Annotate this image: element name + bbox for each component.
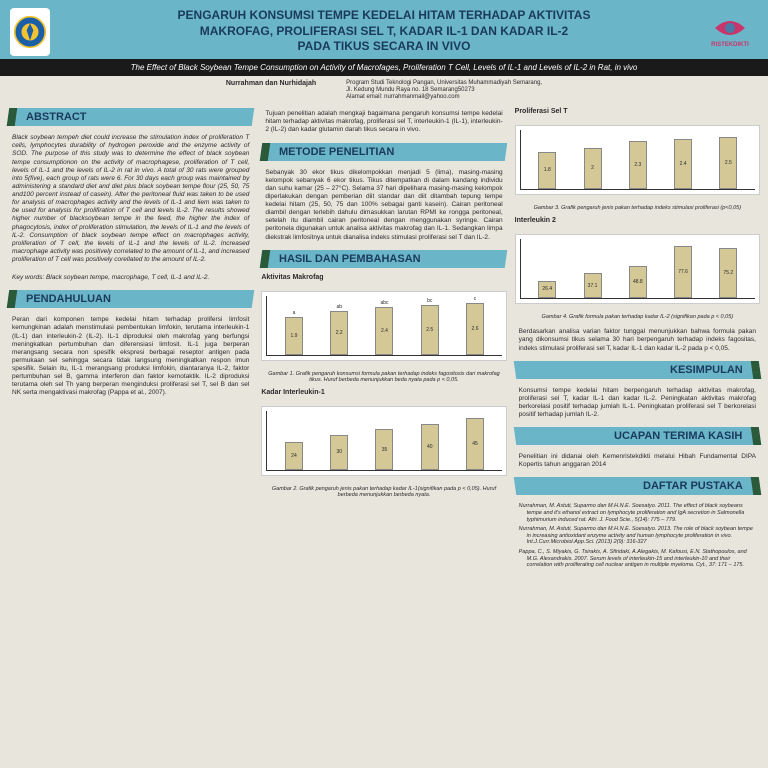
column-middle: Tujuan penelitian adalah mengkaji bagaim… [261, 108, 506, 574]
keywords: Key words: Black soybean tempe, macropha… [8, 272, 253, 284]
chart2-title: Kadar Interleukin-1 [261, 389, 506, 396]
chart1: 1.92.22.42.52.6 [261, 291, 506, 361]
chart3: 1.822.32.42.5 [515, 125, 760, 195]
metode-text: Sebanyak 30 ekor tikus dikelompokkan men… [261, 167, 506, 244]
references: Nurrahman, M. Astuti, Suparmo dan M.H.N.… [515, 501, 760, 573]
pendahuluan-text: Peran dari komponen tempe kedelai hitam … [8, 314, 253, 399]
analisa-text: Berdasarkan analisa varian faktor tungga… [515, 326, 760, 354]
subtitle: The Effect of Black Soybean Tempe Consum… [0, 59, 768, 77]
column-left: ABSTRACT Black soybean tempeh diet could… [8, 108, 253, 574]
chart2: 2430354045 [261, 406, 506, 476]
ucapan-text: Penelitian ini didanai oleh Kemenristekd… [515, 451, 760, 471]
abstract-heading: ABSTRACT [7, 108, 255, 126]
ucapan-heading: UCAPAN TERIMA KASIH [513, 427, 761, 445]
metode-heading: METODE PENELITIAN [260, 143, 508, 161]
poster-title: PENGARUH KONSUMSI TEMPE KEDELAI HITAM TE… [60, 8, 708, 55]
chart4-title: Interleukin 2 [515, 217, 760, 224]
chart1-title: Aktivitas Makrofag [261, 274, 506, 281]
tujuan-text: Tujuan penelitian adalah mengkaji bagaim… [261, 108, 506, 136]
chart3-caption: Gambar 3. Grafik pengaruh jenis pakan te… [515, 205, 760, 211]
chart4-caption: Gambar 4. Grafik formula pakan terhadap … [515, 314, 760, 320]
daftar-heading: DAFTAR PUSTAKA [513, 477, 761, 495]
hasil-heading: HASIL DAN PEMBAHASAN [260, 250, 508, 268]
column-right: Proliferasi Sel T 1.822.32.42.5 Gambar 3… [515, 108, 760, 574]
kesimpulan-text: Konsumsi tempe kedelai hitam berpengaruh… [515, 385, 760, 422]
pendahuluan-heading: PENDAHULUAN [7, 290, 255, 308]
authors-block: Nurrahman dan Nurhidajah Program Studi T… [0, 76, 768, 104]
chart4: 26.437.148.877.675.2 [515, 234, 760, 304]
chart3-title: Proliferasi Sel T [515, 108, 760, 115]
ristekdikti-logo: RISTEKDIKTI [702, 14, 758, 54]
kesimpulan-heading: KESIMPULAN [513, 361, 761, 379]
poster-header: RISTEKDIKTI PENGARUH KONSUMSI TEMPE KEDE… [0, 0, 768, 59]
abstract-text: Black soybean tempeh diet could increase… [8, 132, 253, 266]
university-logo [10, 8, 50, 56]
chart2-caption: Gambar 2. Grafik pengaruh jenis pakan te… [261, 486, 506, 498]
chart1-caption: Gambar 1. Grafik pengaruh konsumsi formu… [261, 371, 506, 383]
